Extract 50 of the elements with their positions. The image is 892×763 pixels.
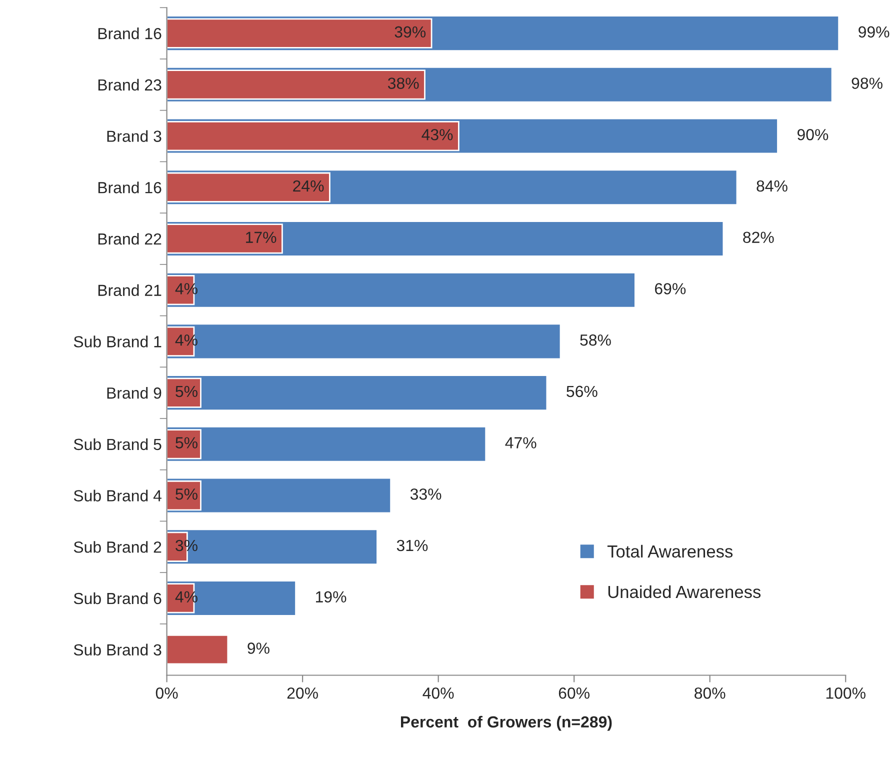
data-label: 3% (176, 540, 198, 552)
x-tick-label: 20% (287, 687, 318, 699)
x-tick-label: 80% (694, 687, 726, 699)
y-tick-label: Brand 21 (98, 284, 162, 296)
y-tick-label: Sub Brand 5 (74, 438, 162, 450)
data-label: 17% (246, 232, 276, 243)
y-tick-label: Brand 9 (107, 387, 162, 399)
x-axis-title: Percent of Growers (n=289) (400, 716, 612, 731)
data-label: 99% (858, 26, 890, 38)
bar (166, 374, 548, 411)
y-tick-label: Sub Brand 2 (74, 541, 162, 553)
y-tick-label: Sub Brand 3 (74, 644, 162, 656)
legend-label: Total Awareness (607, 544, 733, 558)
data-label: 82% (743, 232, 774, 244)
x-tick-label: 0% (156, 687, 178, 699)
data-label: 69% (655, 283, 686, 294)
bar (166, 272, 636, 308)
x-tick-label: 60% (558, 687, 590, 699)
data-label: 5% (176, 437, 198, 448)
y-tick-label: Sub Brand 1 (74, 336, 162, 348)
y-tick-label: Brand 16 (98, 28, 162, 40)
bar (166, 634, 229, 665)
y-tick-label: Sub Brand 4 (74, 490, 162, 502)
y-tick-label: Brand 22 (98, 232, 162, 245)
data-label: 5% (176, 386, 198, 398)
data-label: 31% (396, 540, 428, 552)
data-label: 84% (756, 180, 788, 192)
data-label: 90% (797, 128, 828, 140)
data-label: 24% (293, 180, 324, 192)
data-label: 98% (852, 78, 882, 89)
data-label: 56% (566, 386, 598, 398)
y-tick-label: Brand 23 (98, 78, 162, 91)
bar (166, 323, 562, 360)
bar (166, 528, 378, 566)
data-label: 5% (176, 488, 198, 500)
legend-label: Unaided Awareness (608, 585, 761, 598)
x-tick-label: 40% (422, 687, 454, 699)
data-label: 33% (410, 488, 442, 500)
data-label: 19% (316, 591, 346, 603)
data-label: 43% (422, 128, 453, 140)
data-label: 39% (394, 26, 426, 38)
y-tick-label: Sub Brand 6 (74, 592, 162, 604)
y-tick-label: Brand 16 (98, 182, 162, 194)
y-tick-label: Brand 3 (107, 130, 162, 142)
data-label: 9% (248, 642, 270, 654)
bar (166, 426, 487, 462)
data-label: 47% (505, 437, 536, 448)
data-label: 38% (388, 78, 419, 89)
x-tick-label: 100% (826, 687, 866, 699)
data-label: 58% (580, 334, 611, 346)
